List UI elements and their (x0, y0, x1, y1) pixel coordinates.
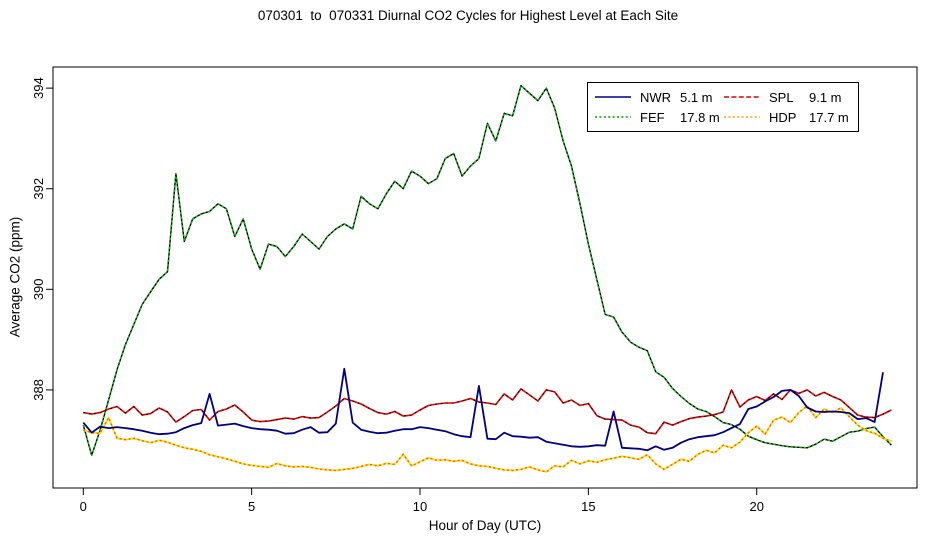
legend-entry-hdp: HDP 17.7 m (723, 107, 852, 127)
y-axis-label: Average CO2 (ppm) (7, 216, 23, 338)
series-line-nwr (82, 367, 884, 452)
legend-height-label: 9.1 m (809, 89, 842, 105)
x-tick-label: 20 (749, 499, 763, 514)
series-line-overlay-fef (82, 84, 892, 456)
plot-border (52, 66, 918, 489)
legend-site-label: NWR (640, 89, 672, 105)
y-tick-label: 388 (31, 379, 46, 401)
x-tick-label: 5 (248, 499, 255, 514)
y-tick-label: 394 (31, 77, 46, 99)
series-line-fef (82, 84, 892, 456)
legend-site-label: FEF (640, 109, 665, 125)
series-line-overlay-hdp (83, 405, 892, 473)
x-tick-label: 0 (80, 499, 87, 514)
legend-column-left: NWR 5.1 m FEF 17.8 m (594, 87, 723, 127)
x-tick-label: 10 (413, 499, 427, 514)
legend-entry-fef: FEF 17.8 m (594, 107, 723, 127)
chart-title: 070301 to 070331 Diurnal CO2 Cycles for … (257, 8, 679, 23)
y-tick-label: 390 (31, 278, 46, 300)
x-tick-label: 15 (581, 499, 595, 514)
x-axis-label: Hour of Day (UTC) (428, 518, 542, 533)
nwr-line-swatch-icon (595, 96, 631, 98)
legend-height-label: 17.8 m (680, 109, 720, 125)
legend-entry-spl: SPL 9.1 m (723, 87, 852, 107)
legend-site-label: HDP (769, 109, 797, 125)
series-line-spl (83, 388, 892, 435)
legend-height-label: 17.7 m (809, 109, 849, 125)
y-tick-label: 392 (31, 178, 46, 200)
legend-site-label: SPL (769, 89, 794, 105)
legend-column-right: SPL 9.1 m HDP 17.7 m (723, 87, 852, 127)
legend-entry-nwr: NWR 5.1 m (594, 87, 723, 107)
hdp-line-swatch-icon (724, 116, 760, 118)
legend-box: NWR 5.1 m FEF 17.8 m SPL 9.1 m HDP 17.7 … (587, 82, 859, 132)
fef-line-swatch-icon (595, 116, 631, 118)
legend-height-label: 5.1 m (680, 89, 713, 105)
spl-line-swatch-icon (724, 96, 760, 98)
